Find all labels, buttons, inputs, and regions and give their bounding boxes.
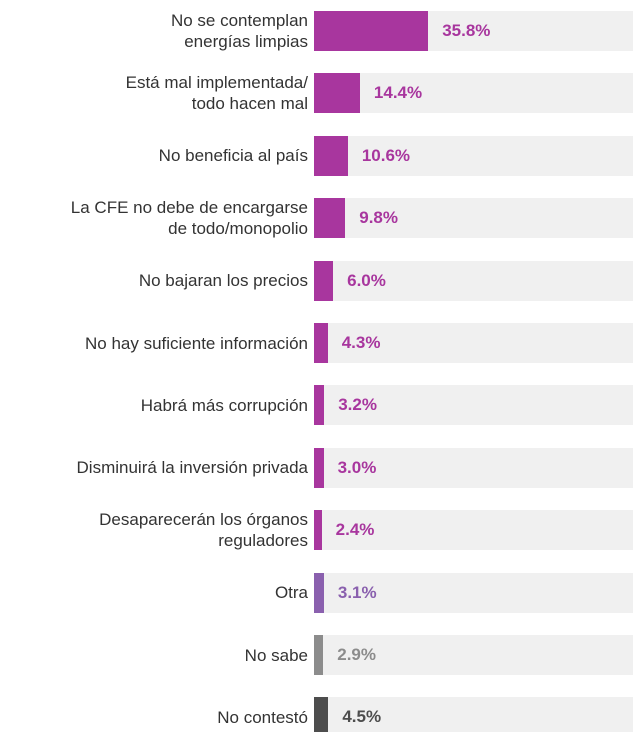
bar — [314, 11, 429, 51]
value-label: 3.2% — [338, 395, 377, 415]
category-label: No bajaran los precios — [138, 271, 308, 291]
bar — [314, 635, 324, 675]
bar-track — [314, 697, 633, 732]
bar — [314, 572, 324, 613]
value-label: 9.8% — [359, 208, 398, 228]
category-label: La CFE no debe de encargarse de todo/mon… — [70, 198, 308, 239]
bar — [314, 385, 325, 426]
value-label: 2.9% — [337, 645, 376, 664]
bar-track — [314, 447, 633, 488]
bar — [314, 447, 324, 488]
bar — [314, 198, 346, 239]
category-label: Habrá más corrupción — [140, 395, 308, 415]
bar — [314, 323, 328, 363]
category-label: Desaparecerán los órganos reguladores — [99, 510, 308, 551]
bar — [314, 73, 360, 114]
category-label: No contestó — [217, 707, 308, 727]
value-label: 4.5% — [342, 707, 382, 727]
bar — [314, 510, 322, 551]
value-label: 6.0% — [347, 270, 386, 290]
category-label: Está mal implementada/ todo hacen mal — [125, 73, 308, 114]
bar — [314, 260, 334, 301]
bar-track — [314, 260, 633, 301]
value-label: 14.4% — [373, 83, 423, 103]
category-label: No beneficia al país — [158, 146, 308, 166]
bar-track — [314, 198, 633, 239]
category-label: No se contemplan energías limpias — [170, 11, 308, 51]
category-label: Otra — [274, 583, 308, 603]
category-label: No hay suficiente información — [84, 333, 308, 353]
bar-track — [314, 135, 633, 176]
bar — [314, 697, 329, 732]
value-label: 3.1% — [337, 582, 377, 602]
value-label: 2.4% — [335, 520, 375, 540]
bar — [314, 135, 348, 176]
bar-track — [314, 323, 633, 363]
bar-track — [314, 385, 633, 426]
category-label: No sabe — [244, 645, 308, 665]
value-label: 35.8% — [442, 21, 491, 40]
bar-track — [314, 635, 633, 675]
value-label: 4.3% — [341, 333, 381, 352]
bar-track — [314, 572, 633, 613]
value-label: 3.0% — [337, 457, 377, 477]
bar-track — [314, 73, 633, 114]
category-label: Disminuirá la inversión privada — [76, 458, 308, 478]
bar-track — [314, 510, 633, 551]
value-label: 10.6% — [361, 145, 411, 165]
